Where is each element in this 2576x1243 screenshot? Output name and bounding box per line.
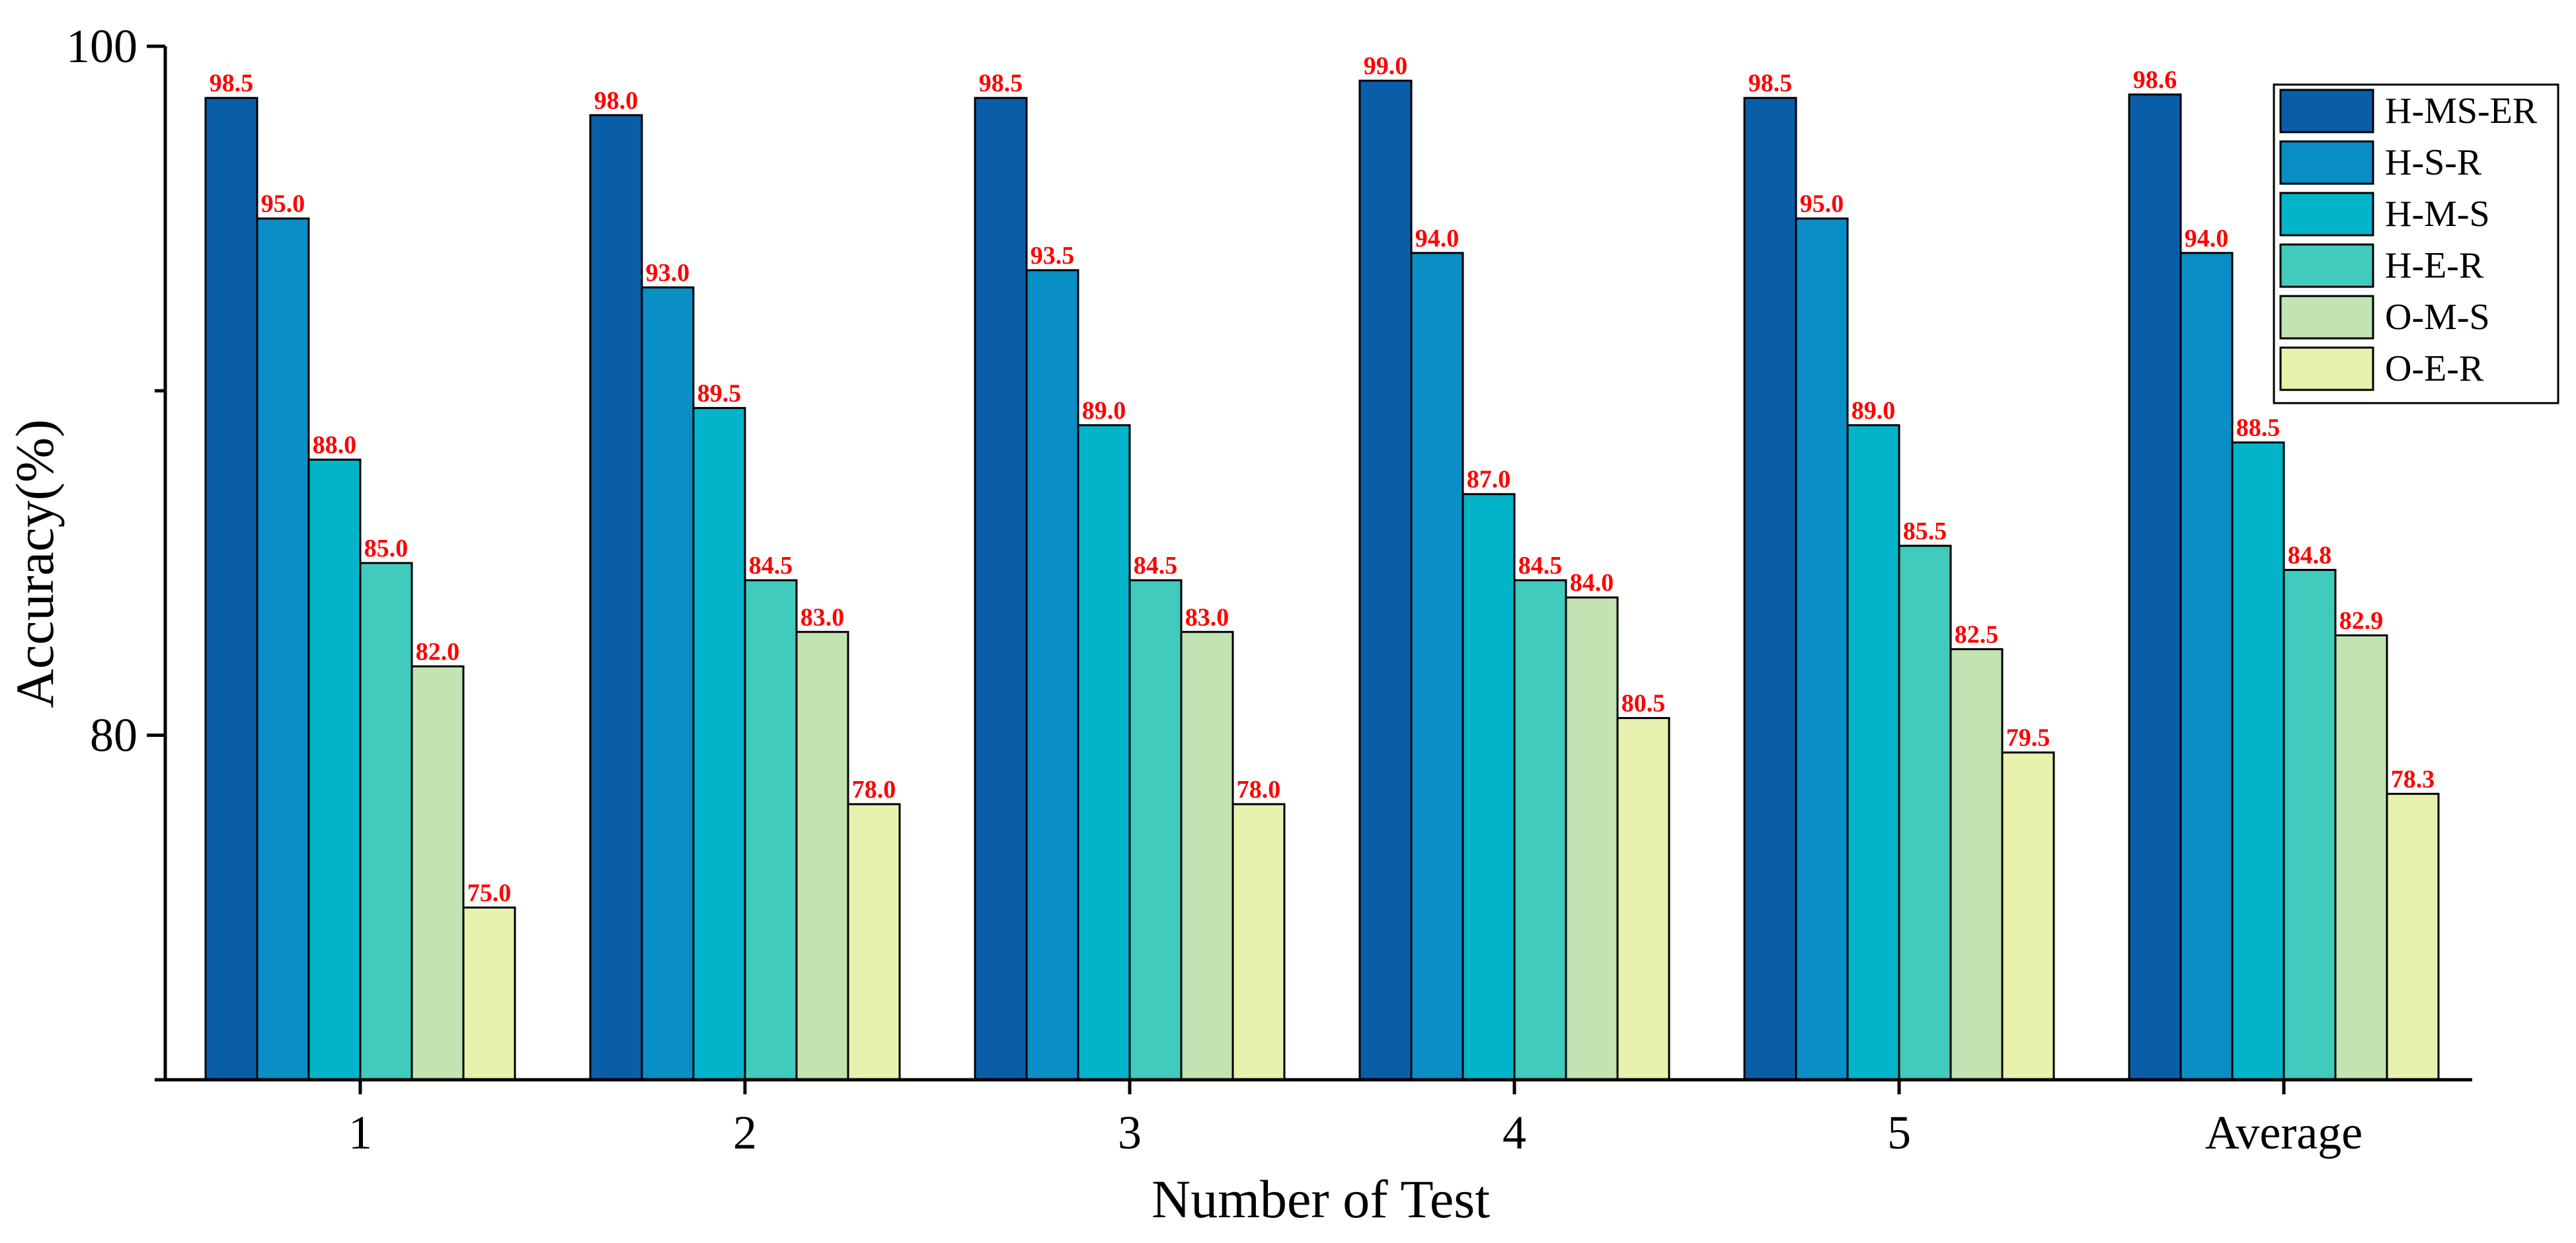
value-label: 94.0 <box>1415 225 1460 252</box>
y-tick-label: 100 <box>66 20 137 73</box>
value-label: 78.3 <box>2391 765 2435 793</box>
legend-swatch <box>2279 140 2374 185</box>
legend-swatch <box>2279 295 2374 340</box>
bar-h-e-r-2 <box>744 579 798 1081</box>
bar-h-e-r-1 <box>359 562 413 1081</box>
bar-o-m-s-4 <box>1565 596 1619 1081</box>
axes-layer: 1 2 3 4 5 Average 100 80 <box>66 20 2472 1159</box>
legend-swatch <box>2279 346 2374 391</box>
value-label: 83.0 <box>1185 603 1229 631</box>
x-tick-label: 2 <box>733 1106 757 1159</box>
bar-o-e-r-4 <box>1616 717 1670 1081</box>
value-label: 85.5 <box>1903 517 1947 545</box>
bar-h-e-r-5 <box>1898 545 1952 1081</box>
bar-h-s-r-1 <box>256 217 310 1081</box>
bar-h-ms-er-4 <box>1358 79 1413 1081</box>
value-label: 89.0 <box>1852 396 1896 424</box>
bar-o-m-s-5 <box>1949 648 2004 1081</box>
value-label: 94.0 <box>2185 225 2229 252</box>
bar-h-ms-er-3 <box>974 96 1028 1081</box>
bar-h-m-s-4 <box>1462 493 1516 1081</box>
value-label: 87.0 <box>1467 466 1511 494</box>
value-label: 98.5 <box>979 69 1023 97</box>
value-label: 84.5 <box>749 552 793 580</box>
bar-h-m-s-2 <box>692 406 746 1081</box>
bar-h-s-r-average <box>2179 252 2234 1081</box>
x-tick-label: 3 <box>1118 1106 1142 1159</box>
value-label: 93.0 <box>646 259 690 287</box>
value-label: 83.0 <box>800 603 845 631</box>
bar-h-m-s-3 <box>1077 424 1131 1081</box>
legend-swatch <box>2279 192 2374 237</box>
bar-h-e-r-3 <box>1128 579 1183 1081</box>
legend: H-MS-ER H-S-R H-M-S H-E-R O-M-S O-E-R <box>2273 83 2559 404</box>
legend-label: H-S-R <box>2385 142 2482 183</box>
legend-label: O-E-R <box>2385 348 2484 389</box>
bar-h-m-s-5 <box>1846 424 1900 1081</box>
bars-layer <box>204 79 2440 1081</box>
value-label: 88.0 <box>313 432 357 459</box>
bar-h-s-r-3 <box>1025 269 1079 1081</box>
x-tick-label: 4 <box>1503 1106 1526 1159</box>
legend-label: H-MS-ER <box>2385 91 2538 132</box>
x-axis-title: Number of Test <box>1151 1169 1490 1229</box>
bar-h-e-r-average <box>2283 568 2337 1081</box>
value-label: 80.5 <box>1621 690 1666 718</box>
value-label: 98.0 <box>594 87 639 114</box>
value-label: 78.0 <box>852 776 896 804</box>
value-label: 98.6 <box>2133 66 2177 94</box>
bar-o-e-r-5 <box>2001 751 2055 1081</box>
legend-label: O-M-S <box>2385 297 2490 338</box>
bar-o-e-r-1 <box>462 906 516 1081</box>
y-tick-label: 80 <box>90 709 137 762</box>
bar-o-e-r-2 <box>847 803 901 1081</box>
value-label: 99.0 <box>1364 52 1408 80</box>
value-label: 78.0 <box>1237 776 1281 804</box>
value-label: 82.9 <box>2339 607 2384 634</box>
bar-o-m-s-3 <box>1180 630 1234 1081</box>
x-tick-label: Average <box>2205 1106 2363 1159</box>
bar-h-m-s-average <box>2231 441 2285 1081</box>
value-label: 82.0 <box>416 638 460 665</box>
legend-swatch <box>2279 89 2374 133</box>
bar-h-s-r-2 <box>641 286 695 1081</box>
bar-o-e-r-average <box>2386 792 2440 1081</box>
legend-label: H-E-R <box>2385 245 2484 286</box>
bar-h-ms-er-average <box>2128 93 2182 1081</box>
bar-h-ms-er-2 <box>589 114 643 1081</box>
bar-h-m-s-1 <box>307 459 362 1081</box>
bar-o-e-r-3 <box>1231 803 1286 1081</box>
bar-o-m-s-2 <box>795 630 849 1081</box>
value-label: 82.5 <box>1955 621 1999 648</box>
y-axis-title: Accuracy(%) <box>5 419 65 708</box>
legend-swatch <box>2279 243 2374 288</box>
bar-o-m-s-average <box>2334 634 2388 1081</box>
value-label: 98.5 <box>210 69 254 97</box>
bar-h-ms-er-5 <box>1743 96 1797 1081</box>
value-label: 84.8 <box>2288 541 2332 569</box>
value-label: 98.5 <box>1748 69 1793 97</box>
legend-label: H-M-S <box>2385 194 2490 235</box>
value-label: 84.5 <box>1134 552 1178 580</box>
value-label: 89.0 <box>1082 396 1126 424</box>
value-label: 95.0 <box>261 190 305 218</box>
value-label: 95.0 <box>1800 190 1844 218</box>
value-label: 79.5 <box>2006 724 2050 752</box>
value-labels-layer: 98.5 95.0 88.0 85.0 82.0 75.0 98.0 93.0 89.5 84.5… <box>210 52 2435 907</box>
value-label: 75.0 <box>467 879 512 907</box>
value-label: 84.5 <box>1518 552 1563 580</box>
value-label: 89.5 <box>697 379 742 407</box>
value-label: 93.5 <box>1031 242 1075 270</box>
x-tick-label: 1 <box>348 1106 372 1159</box>
bar-h-s-r-4 <box>1410 252 1464 1081</box>
x-tick-label: 5 <box>1887 1106 1911 1159</box>
value-label: 84.0 <box>1570 569 1614 597</box>
value-label: 85.0 <box>364 535 409 562</box>
bar-h-s-r-5 <box>1795 217 1849 1081</box>
bar-h-e-r-4 <box>1513 579 1567 1081</box>
bar-h-ms-er-1 <box>204 96 258 1081</box>
value-label: 88.5 <box>2236 414 2281 442</box>
bar-o-m-s-1 <box>410 665 465 1081</box>
